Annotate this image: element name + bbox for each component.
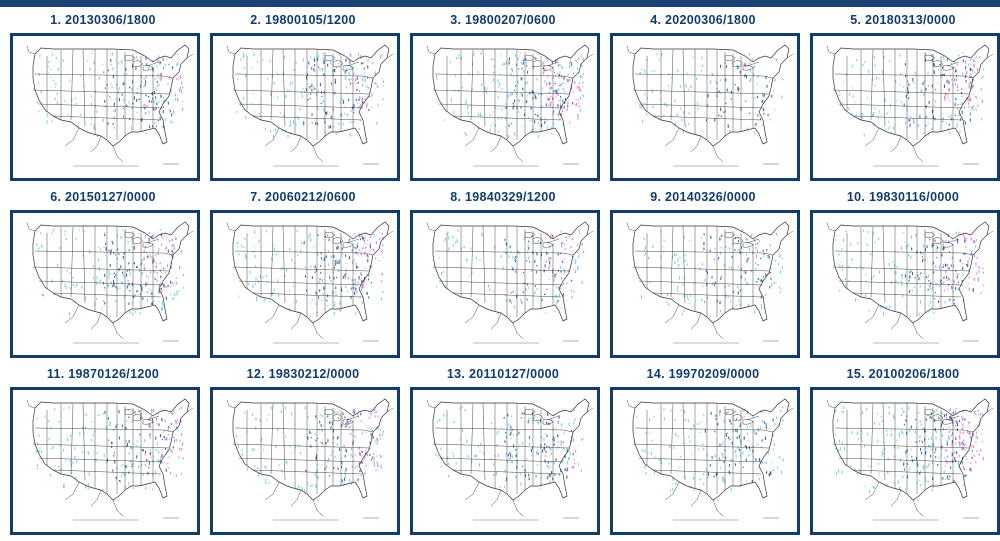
snowfall-map (26, 398, 194, 521)
snowfall-markers (835, 229, 985, 316)
analog-cell: 1. 20130306/1800 (5, 7, 201, 181)
snowfall-map (426, 398, 594, 521)
analog-map-thumbnail[interactable] (810, 387, 1000, 535)
analog-cell: 13. 20110127/0000 (405, 361, 601, 535)
analog-cell: 7. 20060212/0600 (205, 184, 401, 358)
analog-title: 13. 20110127/0000 (446, 367, 560, 381)
analog-title: 15. 20100206/1800 (846, 367, 960, 381)
analog-map-thumbnail[interactable] (210, 33, 400, 181)
us-state-boundaries (226, 221, 394, 340)
analog-title: 7. 20060212/0600 (250, 190, 356, 204)
us-state-boundaries (426, 398, 594, 517)
snowfall-map (826, 44, 994, 167)
analog-title: 3. 19800207/0600 (450, 13, 556, 27)
us-state-boundaries (26, 398, 194, 517)
us-state-boundaries (626, 221, 794, 340)
snowfall-markers (838, 52, 984, 137)
analog-cell: 15. 20100206/1800 (805, 361, 1000, 535)
us-state-boundaries (426, 221, 594, 340)
analog-title: 1. 20130306/1800 (50, 13, 156, 27)
analog-cell: 14. 19970209/0000 (605, 361, 801, 535)
snowfall-map (626, 398, 794, 521)
us-state-boundaries (826, 44, 994, 163)
analog-map-thumbnail[interactable] (810, 210, 1000, 358)
snowfall-map (226, 44, 394, 167)
snowfall-markers (37, 52, 184, 138)
snowfall-markers (435, 406, 584, 489)
snowfall-map (826, 221, 994, 344)
analog-cell: 10. 19830116/0000 (805, 184, 1000, 358)
us-state-boundaries (26, 44, 194, 163)
us-state-boundaries (26, 221, 194, 340)
analog-cell: 2. 19800105/1200 (205, 7, 401, 181)
analog-title: 6. 20150127/0000 (50, 190, 156, 204)
snowfall-markers (636, 406, 784, 492)
snowfall-map (226, 398, 394, 521)
snowfall-map (426, 221, 594, 344)
snowfall-markers (436, 52, 584, 139)
analog-map-thumbnail[interactable] (410, 33, 600, 181)
analog-cell: 8. 19840329/1200 (405, 184, 601, 358)
analog-cell: 9. 20140326/0000 (605, 184, 801, 358)
snowfall-markers (637, 229, 784, 315)
analog-cell: 12. 19830212/0000 (205, 361, 401, 535)
snowfall-markers (36, 229, 184, 316)
analog-map-thumbnail[interactable] (610, 387, 800, 535)
analog-map-thumbnail[interactable] (10, 210, 200, 358)
snowfall-markers (236, 230, 384, 316)
analog-cell: 4. 20200306/1800 (605, 7, 801, 181)
snowfall-map (26, 221, 194, 344)
snowfall-markers (835, 406, 984, 494)
analog-cell: 6. 20150127/0000 (5, 184, 201, 358)
analog-title: 4. 20200306/1800 (650, 13, 756, 27)
us-state-boundaries (626, 44, 794, 163)
analog-title: 11. 19870126/1200 (46, 367, 160, 381)
us-state-boundaries (826, 221, 994, 340)
snowfall-markers (639, 53, 784, 136)
analog-map-thumbnail[interactable] (10, 33, 200, 181)
snowfall-map (26, 44, 194, 167)
analog-title: 9. 20140326/0000 (650, 190, 756, 204)
analog-map-thumbnail[interactable] (810, 33, 1000, 181)
us-state-boundaries (426, 44, 594, 163)
analog-title: 2. 19800105/1200 (250, 13, 356, 27)
us-state-boundaries (226, 44, 394, 163)
snowfall-markers (235, 406, 384, 493)
snowfall-markers (236, 52, 385, 138)
analog-grid: 1. 20130306/1800 2. 19800105/1200 3. 19800… (0, 7, 1000, 541)
analog-map-thumbnail[interactable] (410, 210, 600, 358)
analog-map-thumbnail[interactable] (210, 387, 400, 535)
analog-cell: 11. 19870126/1200 (5, 361, 201, 535)
analog-cell: 3. 19800207/0600 (405, 7, 601, 181)
snowfall-map (626, 221, 794, 344)
snowfall-map (426, 44, 594, 167)
analog-map-thumbnail[interactable] (610, 210, 800, 358)
analog-map-thumbnail[interactable] (10, 387, 200, 535)
analog-title: 12. 19830212/0000 (246, 367, 360, 381)
analog-title: 14. 19970209/0000 (646, 367, 760, 381)
analog-title: 10. 19830116/0000 (846, 190, 960, 204)
snowfall-map (826, 398, 994, 521)
snowfall-map (626, 44, 794, 167)
snowfall-map (226, 221, 394, 344)
us-state-boundaries (226, 398, 394, 517)
analog-map-thumbnail[interactable] (410, 387, 600, 535)
us-state-boundaries (826, 398, 994, 517)
header-bar (0, 0, 1000, 7)
snowfall-markers (436, 229, 584, 315)
snowfall-markers (36, 406, 184, 491)
analog-title: 8. 19840329/1200 (450, 190, 556, 204)
analog-title: 5. 20180313/0000 (850, 13, 956, 27)
analog-map-thumbnail[interactable] (610, 33, 800, 181)
analog-map-thumbnail[interactable] (210, 210, 400, 358)
analog-cell: 5. 20180313/0000 (805, 7, 1000, 181)
us-state-boundaries (626, 398, 794, 517)
